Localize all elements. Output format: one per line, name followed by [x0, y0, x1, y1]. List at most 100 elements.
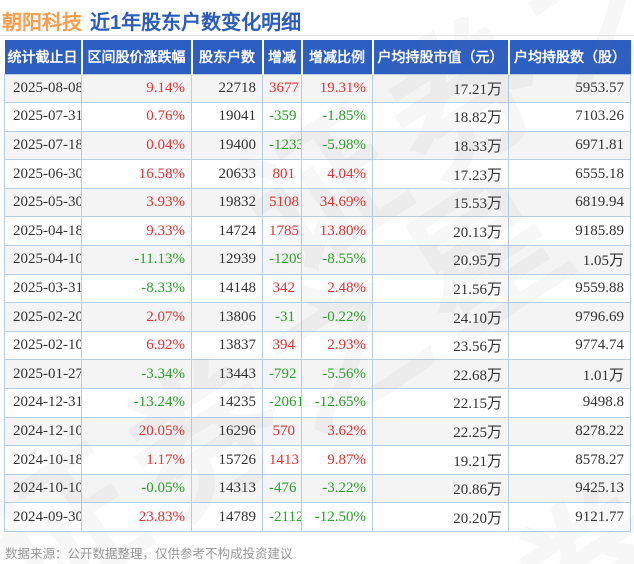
- cell-price-change: 16.58%: [81, 159, 192, 189]
- cell-avg-value: 18.82万: [372, 102, 509, 132]
- table-row: 2025-02-20 2.07% 13806 -31 -0.22% 24.10万 9796.…: [4, 302, 631, 332]
- cell-avg-shares: 9185.89: [508, 216, 631, 247]
- column-header-delta-pct: 增减比例: [301, 40, 374, 74]
- cell-date: 2025-03-31: [4, 273, 82, 304]
- cell-avg-shares: 6971.81: [508, 130, 631, 161]
- cell-date: 2024-10-18: [4, 445, 82, 475]
- table-row: 2025-02-10 6.92% 13837 394 2.93% 23.56万 9774.7…: [4, 330, 631, 361]
- cell-date: 2025-02-20: [4, 302, 82, 332]
- table-row: 2024-12-10 20.05% 16296 570 3.62% 22.25万 8278.…: [4, 416, 631, 447]
- cell-date: 2025-08-08: [4, 73, 82, 104]
- cell-avg-shares: 8278.22: [508, 416, 631, 447]
- cell-delta: 342: [262, 273, 302, 304]
- cell-holders: 16296: [191, 416, 263, 447]
- cell-delta-pct: 3.62%: [301, 416, 373, 447]
- cell-delta-pct: 2.48%: [301, 273, 373, 304]
- table-body: 2025-08-08 9.14% 22718 3677 19.31% 17.21万 5953…: [4, 73, 631, 532]
- cell-avg-value: 17.23万: [372, 159, 509, 189]
- cell-avg-shares: 9559.88: [508, 273, 631, 304]
- cell-delta: -1233: [262, 130, 302, 161]
- cell-date: 2025-07-31: [4, 102, 82, 132]
- cell-avg-value: 21.56万: [372, 273, 509, 304]
- cell-holders: 15726: [191, 445, 263, 475]
- cell-date: 2024-09-30: [4, 502, 82, 532]
- column-header-avg-shares: 户均持股数（股）: [508, 40, 631, 74]
- table-row: 2025-01-27 -3.34% 13443 -792 -5.56% 22.68万 1.0…: [4, 359, 631, 390]
- cell-holders: 19832: [191, 187, 263, 218]
- cell-price-change: -0.05%: [81, 473, 192, 504]
- cell-delta: -1209: [262, 245, 302, 275]
- cell-date: 2025-01-27: [4, 359, 82, 390]
- cell-date: 2024-12-10: [4, 416, 82, 447]
- cell-price-change: 9.33%: [81, 216, 192, 247]
- cell-delta: -2112: [262, 502, 302, 532]
- cell-avg-shares: 6555.18: [508, 159, 631, 189]
- cell-price-change: 2.07%: [81, 302, 192, 332]
- table-row: 2024-12-31 -13.24% 14235 -2061 -12.65% 22.15万…: [4, 388, 631, 418]
- cell-delta: 1785: [262, 216, 302, 247]
- holders-table: 统计截止日 区间股价涨跌幅 股东户数 增减 增减比例 户均持股市值（元） 户均持…: [4, 40, 631, 532]
- data-source-note: 数据来源：公开数据整理，仅供参考不构成投资建议: [5, 547, 293, 561]
- cell-holders: 19041: [191, 102, 263, 132]
- cell-delta-pct: -5.56%: [301, 359, 373, 390]
- table-row: 2025-07-31 0.76% 19041 -359 -1.85% 18.82万 7103…: [4, 102, 631, 132]
- cell-delta-pct: 19.31%: [301, 73, 373, 104]
- table-row: 2025-06-30 16.58% 20633 801 4.04% 17.23万 6555.…: [4, 159, 631, 189]
- cell-price-change: -8.33%: [81, 273, 192, 304]
- cell-date: 2024-12-31: [4, 388, 82, 418]
- table-row: 2024-10-10 -0.05% 14313 -476 -3.22% 20.86万 942…: [4, 473, 631, 504]
- cell-holders: 14313: [191, 473, 263, 504]
- cell-delta-pct: 4.04%: [301, 159, 373, 189]
- cell-avg-value: 20.86万: [372, 473, 509, 504]
- cell-avg-shares: 9796.69: [508, 302, 631, 332]
- cell-holders: 14789: [191, 502, 263, 532]
- cell-delta-pct: -1.85%: [301, 102, 373, 132]
- cell-date: 2025-06-30: [4, 159, 82, 189]
- cell-price-change: 20.05%: [81, 416, 192, 447]
- column-header-avg-value: 户均持股市值（元）: [372, 40, 510, 74]
- cell-delta-pct: 13.80%: [301, 216, 373, 247]
- cell-price-change: 1.17%: [81, 445, 192, 475]
- cell-holders: 14724: [191, 216, 263, 247]
- cell-avg-value: 17.21万: [372, 73, 509, 104]
- cell-avg-value: 15.53万: [372, 187, 509, 218]
- cell-delta-pct: -3.22%: [301, 473, 373, 504]
- cell-avg-value: 22.25万: [372, 416, 509, 447]
- cell-delta: 5108: [262, 187, 302, 218]
- cell-price-change: 23.83%: [81, 502, 192, 532]
- table-header: 统计截止日 区间股价涨跌幅 股东户数 增减 增减比例 户均持股市值（元） 户均持…: [4, 40, 631, 74]
- cell-price-change: 0.76%: [81, 102, 192, 132]
- cell-avg-shares: 9774.74: [508, 330, 631, 361]
- cell-delta: -476: [262, 473, 302, 504]
- cell-delta-pct: -12.65%: [301, 388, 373, 418]
- table-row: 2025-03-31 -8.33% 14148 342 2.48% 21.56万 9559.…: [4, 273, 631, 304]
- cell-avg-value: 18.33万: [372, 130, 509, 161]
- cell-avg-shares: 9121.77: [508, 502, 631, 532]
- title-subtitle: 近1年股东户数变化明细: [90, 12, 302, 34]
- cell-price-change: -11.13%: [81, 245, 192, 275]
- cell-holders: 13443: [191, 359, 263, 390]
- cell-holders: 14235: [191, 388, 263, 418]
- cell-price-change: -3.34%: [81, 359, 192, 390]
- cell-date: 2025-02-10: [4, 330, 82, 361]
- cell-avg-value: 22.15万: [372, 388, 509, 418]
- column-header-date: 统计截止日: [4, 40, 83, 74]
- cell-holders: 19400: [191, 130, 263, 161]
- cell-holders: 13806: [191, 302, 263, 332]
- cell-holders: 20633: [191, 159, 263, 189]
- cell-delta-pct: -5.98%: [301, 130, 373, 161]
- cell-price-change: 6.92%: [81, 330, 192, 361]
- cell-delta-pct: -12.50%: [301, 502, 373, 532]
- cell-delta-pct: -0.22%: [301, 302, 373, 332]
- cell-delta-pct: 9.87%: [301, 445, 373, 475]
- column-header-price-change: 区间股价涨跌幅: [81, 40, 193, 74]
- cell-delta: 1413: [262, 445, 302, 475]
- column-header-holders: 股东户数: [191, 40, 264, 74]
- page-title: 朝阳科技 近1年股东户数变化明细: [2, 6, 301, 35]
- cell-avg-value: 20.13万: [372, 216, 509, 247]
- cell-price-change: -13.24%: [81, 388, 192, 418]
- title-divider: [0, 35, 634, 36]
- column-header-delta: 增减: [262, 40, 303, 74]
- cell-price-change: 0.04%: [81, 130, 192, 161]
